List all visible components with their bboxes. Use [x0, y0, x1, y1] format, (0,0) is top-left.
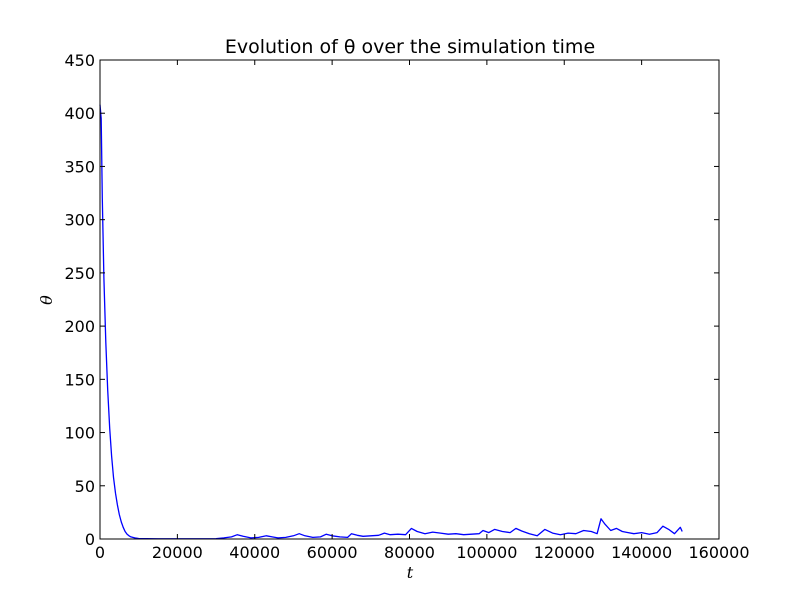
- x-tick-label: 160000: [688, 543, 749, 562]
- x-tick-label: 60000: [307, 543, 358, 562]
- x-tick-label: 0: [95, 543, 105, 562]
- x-tick-label: 40000: [229, 543, 280, 562]
- y-tick-label: 0: [85, 530, 95, 549]
- x-tick-label: 20000: [152, 543, 203, 562]
- y-tick-label: 150: [64, 370, 95, 389]
- x-axis-label: t: [407, 563, 414, 582]
- plot-area: [99, 104, 683, 540]
- chart-title: Evolution of θ over the simulation time: [225, 36, 595, 58]
- y-tick-label: 450: [64, 51, 95, 70]
- y-tick-label: 200: [64, 317, 95, 336]
- y-tick-label: 400: [64, 104, 95, 123]
- y-tick-label: 50: [75, 477, 95, 496]
- series-line-0: [99, 104, 683, 540]
- y-tick-label: 300: [64, 211, 95, 230]
- x-tick-label: 100000: [456, 543, 517, 562]
- y-tick-label: 250: [64, 264, 95, 283]
- x-tick-label: 120000: [534, 543, 595, 562]
- y-axis-label: θ: [37, 295, 56, 305]
- x-tick-label: 80000: [384, 543, 435, 562]
- y-tick-label: 350: [64, 157, 95, 176]
- x-tick-label: 140000: [611, 543, 672, 562]
- y-tick-label: 100: [64, 424, 95, 443]
- axes: 0 20000 40000 60000 80000 100000 120000 140000 1…: [64, 51, 749, 562]
